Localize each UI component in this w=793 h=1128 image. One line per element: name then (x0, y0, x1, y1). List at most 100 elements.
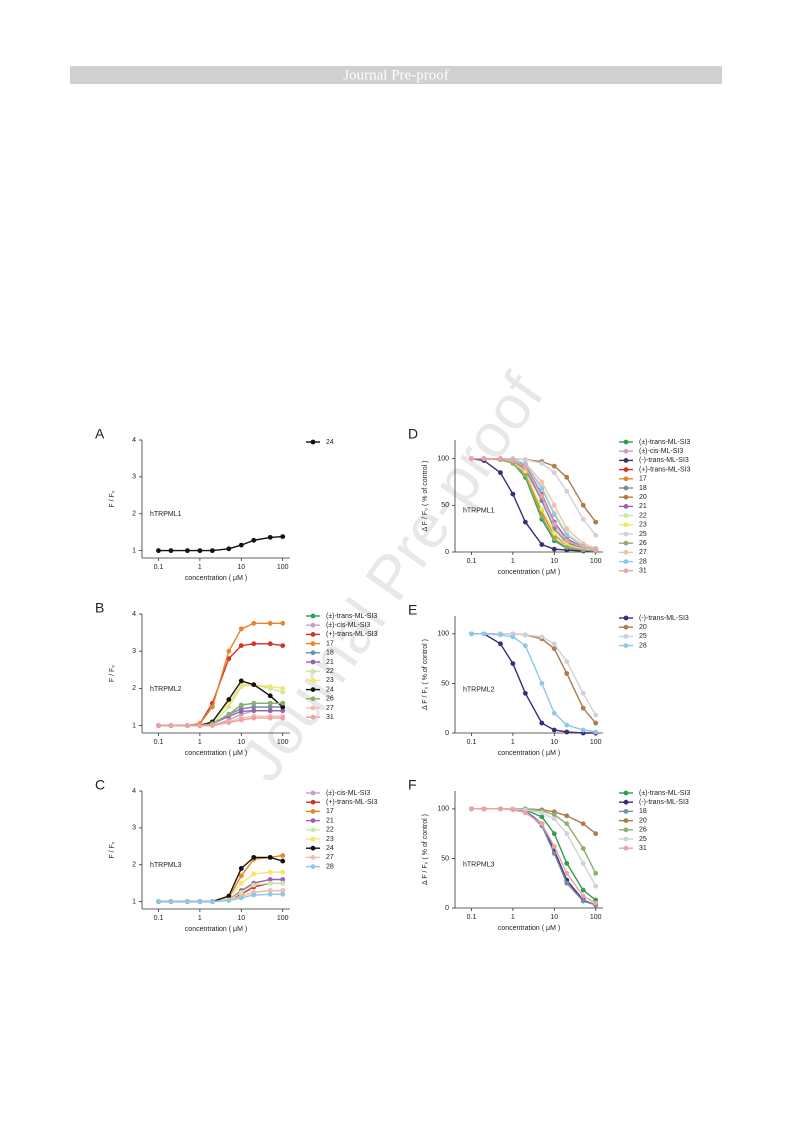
legend-label: 25 (639, 531, 647, 538)
legend-label: 26 (639, 540, 647, 547)
data-point (238, 678, 244, 684)
data-point (226, 704, 232, 710)
legend-label: 31 (639, 568, 647, 575)
data-point (209, 704, 215, 710)
legend-label: 25 (639, 633, 647, 640)
data-point (539, 814, 545, 820)
legend-marker (623, 531, 629, 537)
data-point (498, 806, 503, 812)
legend-marker (310, 678, 316, 683)
data-point (156, 548, 161, 554)
y-axis-label: Δ F / F₀ ( % of control ) (422, 461, 429, 532)
data-point (267, 704, 273, 710)
legend-label: (+)-trans-ML-SI3 (326, 799, 378, 806)
legend-marker (623, 568, 629, 574)
series-line (471, 633, 597, 716)
x-tick-label: 100 (277, 739, 289, 746)
data-point (226, 898, 232, 903)
series-line (158, 717, 283, 727)
data-point (185, 899, 190, 905)
data-point (564, 488, 570, 494)
legend-label: 27 (326, 854, 334, 861)
data-point (251, 882, 257, 888)
data-point (539, 634, 545, 640)
series-line (471, 458, 596, 552)
series-line (471, 808, 596, 906)
series-line (471, 633, 596, 734)
data-point (539, 821, 545, 827)
data-point (551, 646, 557, 652)
data-point (522, 690, 528, 696)
data-point (593, 729, 599, 735)
x-axis-label: concentration ( μM ) (185, 750, 247, 757)
data-point (564, 821, 570, 827)
legend-label: 21 (639, 503, 647, 510)
data-point (564, 544, 570, 550)
x-tick-label: 10 (550, 914, 558, 921)
y-tick-label: 100 (437, 806, 449, 813)
y-axis-label: Δ F / F₀ ( % of control ) (422, 814, 429, 885)
y-tick-label: 50 (441, 855, 449, 862)
data-point (522, 457, 528, 462)
legend-marker (623, 476, 629, 482)
data-point (498, 641, 503, 647)
legend-label: 24 (326, 845, 334, 852)
data-point (251, 892, 257, 898)
legend-marker (310, 632, 316, 637)
x-tick-label: 10 (237, 915, 245, 922)
data-point (267, 869, 273, 875)
data-point (267, 877, 273, 882)
legend-marker (623, 448, 629, 454)
legend-marker (310, 622, 316, 628)
data-point (580, 898, 586, 904)
legend-marker (310, 613, 316, 619)
legend-label: 27 (326, 705, 334, 712)
data-point (580, 502, 586, 508)
legend-label: (±)-trans-ML-SI3 (639, 439, 690, 446)
x-tick-label: 10 (237, 564, 245, 571)
legend-marker (623, 522, 629, 528)
data-point (251, 854, 257, 860)
legend-marker (623, 439, 629, 445)
y-tick-label: 3 (132, 825, 136, 832)
data-point (593, 900, 599, 906)
data-point (551, 641, 557, 647)
data-point (226, 697, 232, 702)
x-tick-label: 100 (590, 558, 602, 565)
data-point (551, 521, 557, 527)
legend-marker (623, 467, 629, 472)
legend-marker (623, 845, 629, 851)
data-point (522, 632, 528, 638)
legend-marker (623, 494, 629, 500)
annotation: hTRPML2 (463, 687, 495, 694)
legend-label: (-)-trans-ML-SI3 (639, 615, 689, 622)
legend-label: 21 (326, 817, 334, 824)
legend-marker (310, 836, 316, 842)
data-point (539, 479, 545, 485)
data-point (238, 717, 244, 723)
legend-label: 25 (639, 836, 647, 843)
annotation: hTRPML3 (150, 862, 182, 869)
legend-marker (623, 550, 629, 555)
data-point (280, 620, 286, 626)
y-tick-label: 4 (132, 788, 136, 795)
data-point (564, 671, 570, 676)
y-axis-label: F / F₀ (109, 665, 116, 682)
legend-label: 26 (639, 827, 647, 834)
legend-label: (+)-trans-ML-SI3 (326, 631, 378, 638)
annotation: hTRPML1 (463, 507, 495, 514)
data-point (593, 870, 599, 876)
data-point (564, 526, 570, 532)
legend-label: (+)-trans-ML-SI3 (639, 466, 691, 473)
legend-label: 28 (639, 642, 647, 649)
data-point (580, 821, 586, 827)
data-point (510, 661, 516, 666)
data-point (209, 899, 215, 905)
data-point (226, 893, 232, 899)
legend-label: 31 (326, 714, 334, 721)
x-tick-label: 1 (198, 564, 202, 571)
data-point (209, 548, 215, 554)
legend-marker (310, 790, 316, 796)
data-point (267, 693, 273, 699)
legend-marker (623, 458, 629, 463)
